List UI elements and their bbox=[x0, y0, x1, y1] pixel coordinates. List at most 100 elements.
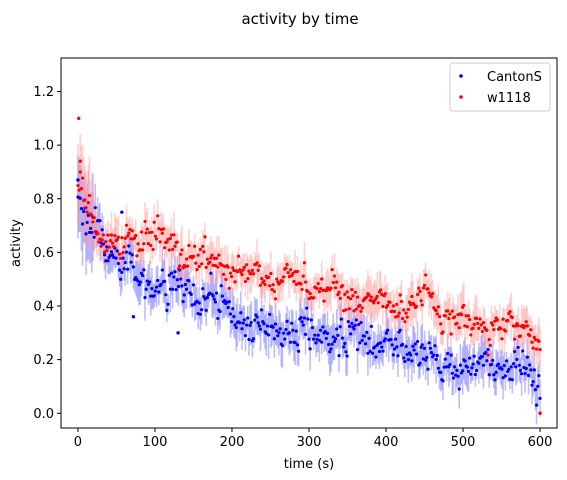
data-point-cantons bbox=[330, 342, 334, 346]
data-point-w1118 bbox=[291, 271, 295, 276]
data-point-cantons bbox=[247, 337, 251, 342]
y-tick-label: 0.4 bbox=[33, 300, 54, 315]
data-point-cantons bbox=[183, 282, 187, 287]
data-point-w1118 bbox=[236, 254, 241, 258]
data-point-w1118 bbox=[369, 295, 373, 299]
data-point-cantons bbox=[291, 328, 295, 332]
data-point-cantons bbox=[321, 325, 325, 329]
data-point-cantons bbox=[117, 268, 122, 272]
data-point-cantons bbox=[92, 235, 96, 239]
data-point-cantons bbox=[409, 353, 413, 357]
y-axis: 0.0 0.2 0.4 0.6 0.8 1.0 1.2 bbox=[33, 85, 61, 422]
data-point-cantons bbox=[369, 324, 373, 329]
data-point-cantons bbox=[273, 322, 278, 326]
data-point-w1118 bbox=[151, 247, 155, 252]
data-point-w1118 bbox=[441, 330, 445, 334]
data-point-w1118 bbox=[271, 283, 275, 287]
data-point-cantons bbox=[364, 342, 368, 346]
data-point-cantons bbox=[536, 384, 540, 388]
data-point-cantons bbox=[537, 374, 541, 378]
data-point-w1118 bbox=[486, 353, 490, 357]
data-point-w1118 bbox=[391, 304, 395, 308]
data-point-outlier bbox=[538, 411, 542, 415]
x-axis-label: time (s) bbox=[284, 457, 334, 472]
data-point-cantons bbox=[426, 367, 430, 371]
data-point-w1118 bbox=[336, 293, 340, 297]
data-point-w1118 bbox=[142, 242, 146, 246]
data-point-cantons bbox=[436, 366, 440, 370]
data-point-w1118 bbox=[107, 245, 111, 249]
data-point-cantons bbox=[127, 244, 131, 248]
data-point-w1118 bbox=[372, 301, 376, 305]
data-point-cantons bbox=[395, 345, 399, 349]
data-point-cantons bbox=[413, 342, 417, 346]
data-point-cantons bbox=[337, 354, 341, 358]
data-point-cantons bbox=[528, 363, 532, 367]
legend: CantonS w1118 bbox=[449, 62, 551, 112]
data-point-w1118 bbox=[500, 337, 504, 341]
data-point-cantons bbox=[242, 318, 246, 322]
y-tick-label: 1.2 bbox=[33, 85, 54, 100]
data-point-w1118 bbox=[251, 272, 256, 276]
data-point-w1118 bbox=[91, 220, 95, 224]
data-point-cantons bbox=[507, 367, 511, 371]
data-point-cantons bbox=[130, 253, 134, 257]
data-point-w1118 bbox=[160, 231, 164, 235]
data-point-w1118 bbox=[359, 309, 363, 313]
data-point-cantons bbox=[90, 230, 94, 235]
data-point-cantons bbox=[87, 230, 92, 235]
data-point-cantons bbox=[187, 279, 191, 283]
data-point-cantons bbox=[283, 337, 287, 341]
data-point-cantons bbox=[428, 346, 432, 350]
data-point-w1118 bbox=[434, 308, 438, 313]
data-point-cantons bbox=[276, 334, 280, 338]
data-point-w1118 bbox=[121, 251, 125, 255]
data-point-w1118 bbox=[263, 282, 267, 287]
data-point-cantons bbox=[240, 327, 244, 331]
data-point-cantons bbox=[124, 250, 129, 254]
data-point-w1118 bbox=[300, 287, 304, 292]
data-point-w1118 bbox=[191, 254, 196, 258]
data-point-w1118 bbox=[420, 303, 424, 307]
data-point-w1118 bbox=[510, 315, 514, 320]
data-point-w1118 bbox=[443, 314, 447, 318]
data-point-w1118 bbox=[235, 270, 239, 274]
data-point-w1118 bbox=[457, 326, 461, 330]
data-point-cantons bbox=[191, 283, 196, 287]
data-point-cantons bbox=[265, 324, 270, 328]
data-point-w1118 bbox=[354, 307, 358, 311]
data-point-cantons bbox=[471, 362, 475, 366]
y-tick-label: 0.2 bbox=[33, 353, 54, 368]
data-point-w1118 bbox=[84, 206, 88, 210]
data-point-cantons bbox=[424, 358, 428, 362]
data-point-cantons bbox=[429, 351, 434, 355]
data-point-w1118 bbox=[344, 308, 348, 312]
data-point-cantons bbox=[470, 366, 474, 370]
data-point-w1118 bbox=[153, 234, 157, 238]
data-point-w1118 bbox=[320, 277, 324, 281]
data-point-cantons bbox=[229, 320, 234, 324]
data-point-cantons bbox=[323, 330, 327, 334]
data-point-w1118 bbox=[345, 290, 349, 294]
data-point-cantons bbox=[359, 321, 363, 325]
data-point-w1118 bbox=[524, 320, 528, 324]
data-point-w1118 bbox=[501, 317, 505, 321]
data-point-w1118 bbox=[511, 324, 516, 328]
data-point-cantons bbox=[443, 357, 447, 361]
data-point-cantons bbox=[318, 328, 323, 332]
legend-marker-cantons bbox=[459, 74, 463, 78]
data-point-cantons bbox=[487, 373, 491, 377]
data-point-w1118 bbox=[437, 315, 442, 319]
data-point-cantons bbox=[513, 349, 517, 354]
data-point-w1118 bbox=[104, 240, 108, 244]
data-point-cantons bbox=[336, 333, 340, 337]
data-point-w1118 bbox=[302, 261, 306, 265]
data-point-w1118 bbox=[480, 329, 484, 334]
data-point-cantons bbox=[201, 287, 205, 291]
data-point-cantons bbox=[80, 222, 85, 226]
data-point-w1118 bbox=[332, 274, 337, 278]
x-tick-label: 600 bbox=[528, 435, 553, 450]
data-point-w1118 bbox=[270, 287, 274, 292]
data-point-w1118 bbox=[312, 296, 316, 300]
data-point-cantons bbox=[328, 350, 332, 354]
